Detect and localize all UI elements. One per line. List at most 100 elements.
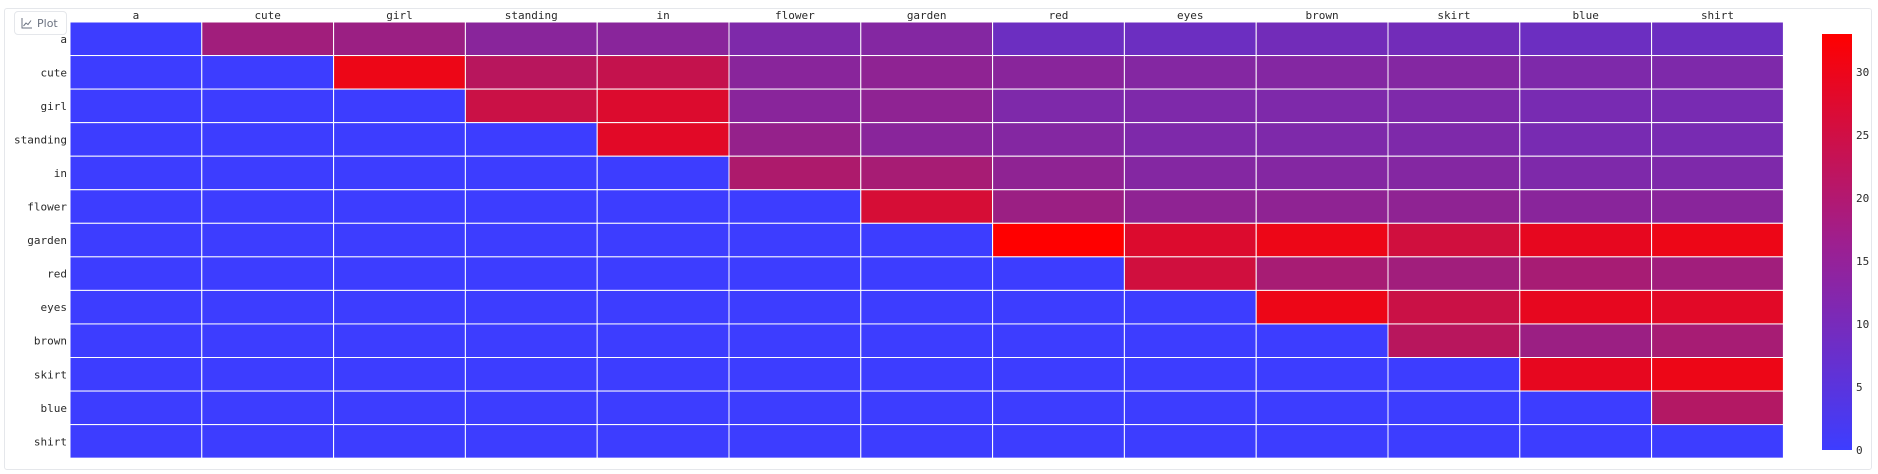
heatmap-cell bbox=[1387, 88, 1521, 124]
heatmap-cell bbox=[860, 122, 994, 157]
heatmap-cell bbox=[992, 155, 1125, 191]
heatmap-cell bbox=[201, 189, 335, 224]
heatmap-cell bbox=[1387, 21, 1521, 57]
chart-icon bbox=[21, 18, 32, 29]
heatmap-cell bbox=[992, 424, 1125, 459]
heatmap-cell bbox=[69, 424, 203, 459]
heatmap-cell bbox=[728, 357, 862, 392]
colorbar-tick-label: 15 bbox=[1856, 255, 1869, 268]
heatmap-cell bbox=[201, 122, 335, 157]
heatmap-cell bbox=[1255, 256, 1389, 291]
heatmap-cell bbox=[728, 122, 862, 157]
x-tick-label: cute bbox=[254, 9, 281, 22]
heatmap-cell bbox=[1651, 390, 1784, 426]
heatmap-cell bbox=[992, 222, 1125, 258]
heatmap-cell bbox=[1651, 21, 1784, 57]
heatmap-cell bbox=[201, 222, 335, 258]
y-tick-label: skirt bbox=[34, 368, 67, 381]
heatmap-cell bbox=[1255, 21, 1389, 57]
heatmap-cell bbox=[860, 323, 994, 359]
heatmap-cell bbox=[1255, 357, 1389, 392]
heatmap-cell bbox=[992, 289, 1125, 325]
heatmap-cell bbox=[69, 357, 203, 392]
heatmap-cell bbox=[992, 21, 1125, 57]
heatmap-cell bbox=[1387, 424, 1521, 459]
heatmap-cell bbox=[333, 256, 466, 291]
x-tick-label: flower bbox=[775, 9, 815, 22]
heatmap-cell bbox=[333, 289, 466, 325]
colorbar-tick-label: 0 bbox=[1856, 444, 1863, 457]
heatmap-cell bbox=[1651, 357, 1784, 392]
heatmap-cell bbox=[69, 222, 203, 258]
heatmap-cell bbox=[464, 21, 598, 57]
x-tick-label: eyes bbox=[1177, 9, 1204, 22]
heatmap-cell bbox=[1255, 189, 1389, 224]
heatmap-cell bbox=[860, 189, 994, 224]
heatmap-cell bbox=[728, 55, 862, 90]
heatmap-cell bbox=[464, 424, 598, 459]
heatmap-cell bbox=[201, 88, 335, 124]
x-tick-label: skirt bbox=[1437, 9, 1470, 22]
heatmap-cell bbox=[333, 323, 466, 359]
heatmap-cell bbox=[860, 88, 994, 124]
heatmap-cell bbox=[333, 222, 466, 258]
heatmap-cell bbox=[596, 189, 730, 224]
x-tick-label: garden bbox=[907, 9, 947, 22]
heatmap-cell bbox=[69, 256, 203, 291]
heatmap-cell bbox=[1123, 21, 1257, 57]
heatmap-cell bbox=[1387, 323, 1521, 359]
heatmap-cell bbox=[992, 55, 1125, 90]
heatmap-cell bbox=[1651, 55, 1784, 90]
heatmap-cell bbox=[1123, 88, 1257, 124]
heatmap-cell bbox=[1651, 88, 1784, 124]
heatmap-cell bbox=[333, 189, 466, 224]
heatmap-cell bbox=[1519, 289, 1653, 325]
heatmap-cell bbox=[728, 189, 862, 224]
heatmap-cell bbox=[992, 88, 1125, 124]
heatmap-cell bbox=[333, 390, 466, 426]
heatmap-cell bbox=[1519, 55, 1653, 90]
x-tick-label: a bbox=[133, 9, 140, 22]
heatmap-cell bbox=[69, 88, 203, 124]
heatmap-cell bbox=[992, 256, 1125, 291]
y-tick-labels: a cute girl standing in flower garden red eyes br… bbox=[14, 33, 67, 449]
colorbar-tick-label: 30 bbox=[1856, 66, 1869, 79]
heatmap-cell bbox=[1123, 122, 1257, 157]
heatmap-cell bbox=[860, 289, 994, 325]
heatmap-cell bbox=[69, 21, 203, 57]
y-tick-label: garden bbox=[27, 234, 67, 247]
heatmap-cell bbox=[464, 256, 598, 291]
heatmap-cell bbox=[333, 122, 466, 157]
heatmap-cell bbox=[596, 256, 730, 291]
heatmap-cell bbox=[596, 424, 730, 459]
heatmap-cell bbox=[728, 289, 862, 325]
heatmap-cell bbox=[464, 155, 598, 191]
x-tick-labels: a cute girl standing in flower garden red eyes br… bbox=[133, 9, 1734, 22]
heatmap-cell bbox=[728, 88, 862, 124]
heatmap-cell bbox=[596, 357, 730, 392]
heatmap-cell bbox=[992, 122, 1125, 157]
heatmap-cell bbox=[464, 189, 598, 224]
heatmap-cell bbox=[201, 323, 335, 359]
heatmap-cell bbox=[860, 21, 994, 57]
heatmap-cell bbox=[1519, 390, 1653, 426]
heatmap-cell bbox=[333, 88, 466, 124]
heatmap-cell bbox=[1255, 88, 1389, 124]
heatmap-cell bbox=[728, 222, 862, 258]
heatmap-cell bbox=[728, 21, 862, 57]
heatmap-cell bbox=[1519, 122, 1653, 157]
heatmap-cell bbox=[992, 390, 1125, 426]
x-tick-label: brown bbox=[1306, 9, 1339, 22]
heatmap-cell bbox=[1651, 424, 1784, 459]
heatmap-cell bbox=[1255, 222, 1389, 258]
y-tick-label: flower bbox=[27, 201, 67, 214]
heatmap-cell bbox=[464, 88, 598, 124]
heatmap-cell bbox=[1255, 424, 1389, 459]
heatmap-cell bbox=[333, 21, 466, 57]
heatmap-cell bbox=[596, 390, 730, 426]
plot-badge: Plot bbox=[14, 11, 67, 35]
heatmap-cell bbox=[1387, 122, 1521, 157]
heatmap-cell bbox=[992, 189, 1125, 224]
x-tick-label: shirt bbox=[1701, 9, 1734, 22]
y-tick-label: shirt bbox=[34, 435, 67, 448]
